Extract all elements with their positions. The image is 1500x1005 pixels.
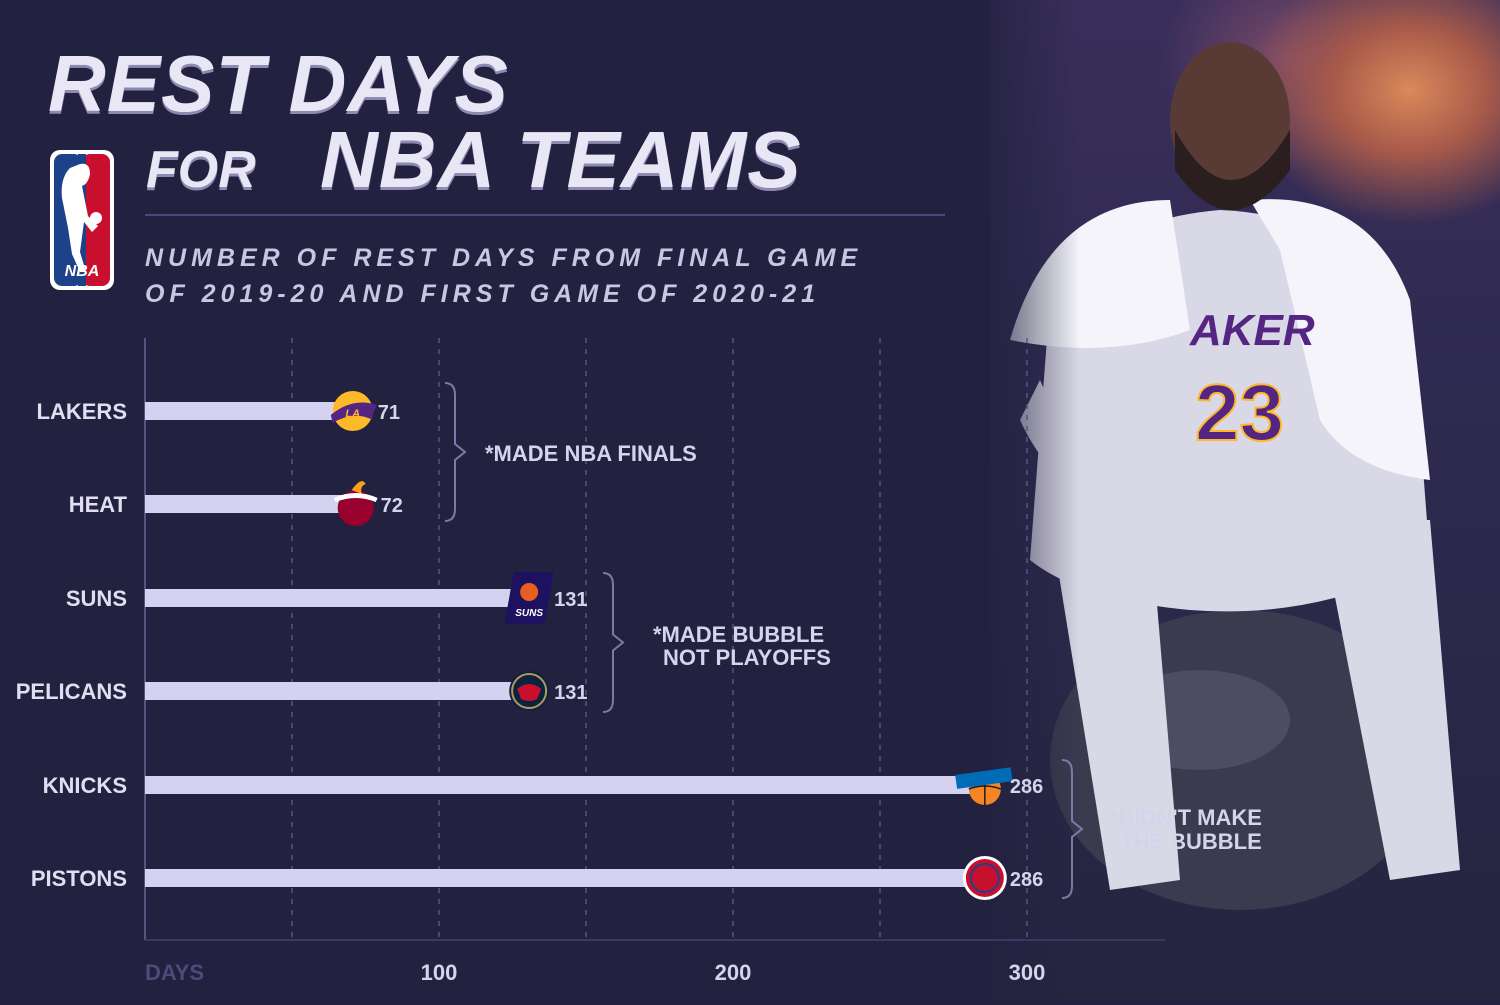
x-tick-label: 100: [421, 960, 458, 985]
group-bracket: [602, 572, 625, 713]
title-divider: [145, 214, 945, 216]
group-note: *DIDN'T MAKE: [1110, 805, 1262, 830]
group-note: *MADE NBA FINALS: [485, 441, 697, 466]
team-label: PISTONS: [31, 866, 127, 891]
knicks-icon: [955, 767, 1013, 805]
bar: [145, 682, 531, 700]
x-axis-label: DAYS: [145, 960, 204, 985]
nba-logo-text: NBA: [65, 263, 100, 280]
title-for: FOR: [146, 141, 256, 199]
value-label: 286: [1010, 776, 1043, 798]
svg-text:SUNS: SUNS: [515, 608, 543, 619]
x-tick-label: 200: [715, 960, 752, 985]
lakers-icon: LA: [330, 391, 377, 431]
group-note: *MADE BUBBLE: [653, 622, 824, 647]
bar: [145, 589, 531, 607]
bar: [145, 869, 986, 887]
subtitle: NUMBER OF REST DAYS FROM FINAL GAME OF 2…: [145, 240, 945, 312]
svg-text:AKER: AKER: [1189, 306, 1315, 355]
subtitle-line-2: OF 2019-20 AND FIRST GAME OF 2020-21: [145, 280, 821, 308]
team-label: LAKERS: [37, 399, 127, 424]
bar: [145, 495, 357, 513]
group-note: NOT PLAYOFFS: [663, 645, 831, 670]
value-label: 71: [378, 402, 400, 424]
suns-icon: SUNS: [505, 572, 554, 624]
group-bracket: [444, 382, 467, 522]
team-label: PELICANS: [16, 679, 127, 704]
heat-icon: [333, 481, 378, 526]
subtitle-line-1: NUMBER OF REST DAYS FROM FINAL GAME: [145, 244, 863, 272]
title-line-1: REST DAYS: [48, 39, 509, 128]
player-photo: AKER 23: [990, 0, 1500, 1000]
x-tick-label: 300: [1009, 960, 1046, 985]
group-bracket: [1061, 759, 1084, 899]
player-silhouette-icon: AKER 23: [1010, 42, 1460, 910]
value-label: 72: [381, 495, 403, 517]
value-label: 131: [554, 682, 587, 704]
nba-logo: NBA: [50, 150, 114, 290]
group-note: THE BUBBLE: [1120, 829, 1262, 854]
pelicans-icon: [509, 671, 550, 711]
value-label: 131: [554, 589, 587, 611]
svg-text:LA: LA: [345, 408, 360, 420]
pistons-icon: [962, 856, 1007, 900]
value-label: 286: [1010, 869, 1043, 891]
team-label: SUNS: [66, 586, 127, 611]
title-line-2: NBA TEAMS: [320, 115, 802, 204]
team-label: HEAT: [69, 492, 128, 517]
bar: [145, 402, 354, 420]
svg-text:23: 23: [1195, 368, 1284, 457]
photo-fade: [960, 0, 1080, 1000]
bar: [145, 776, 986, 794]
team-label: KNICKS: [43, 773, 127, 798]
